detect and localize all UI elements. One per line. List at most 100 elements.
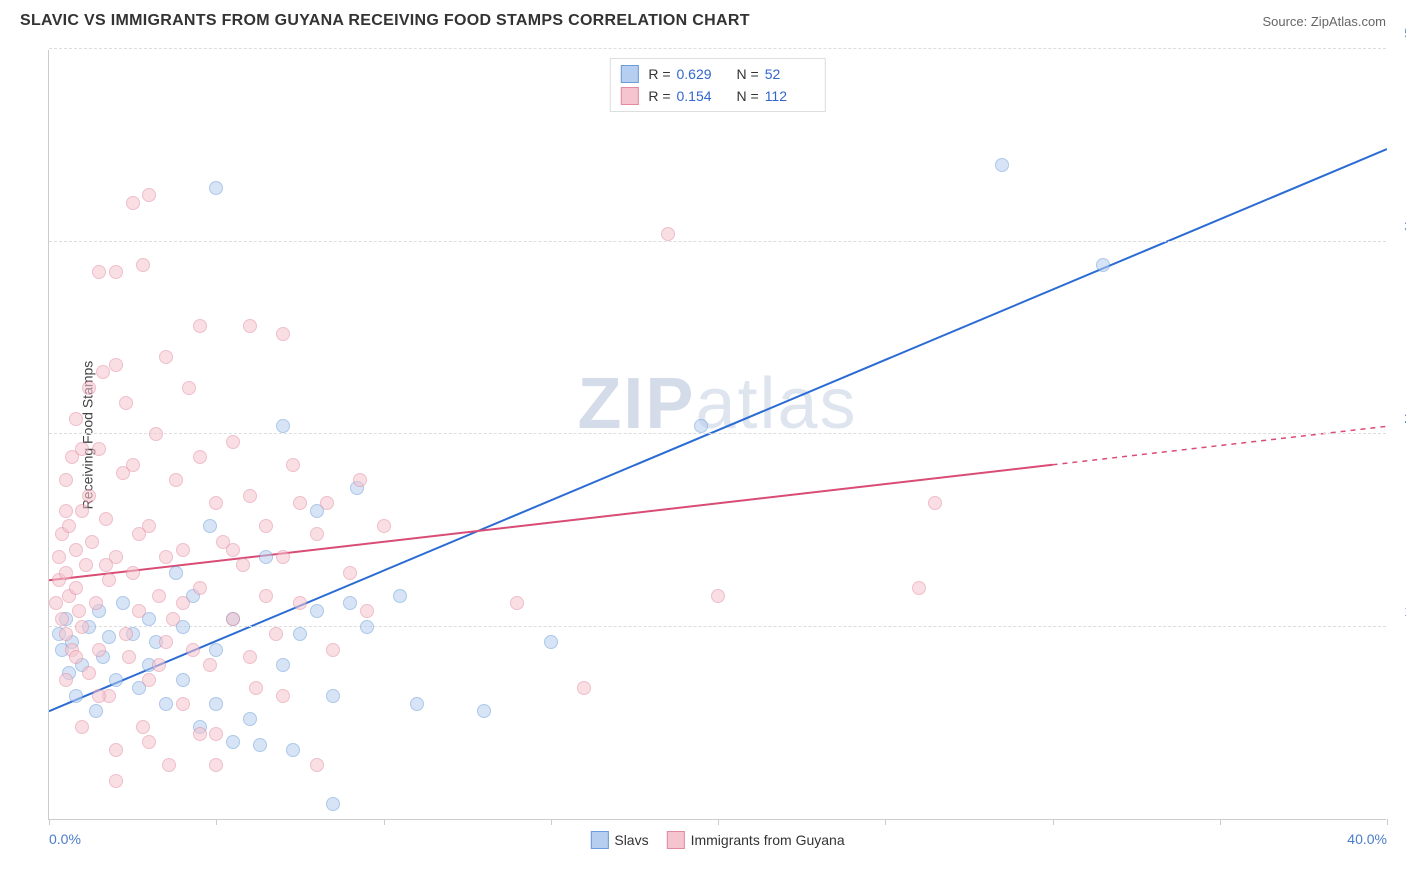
data-point xyxy=(243,650,257,664)
data-point xyxy=(259,550,273,564)
data-point xyxy=(82,489,96,503)
data-point xyxy=(132,527,146,541)
data-point xyxy=(326,689,340,703)
data-point xyxy=(55,612,69,626)
stat-n-value: 52 xyxy=(765,66,815,82)
data-point xyxy=(286,458,300,472)
data-point xyxy=(912,581,926,595)
stats-row: R = 0.154 N = 112 xyxy=(620,85,814,107)
stat-r-value: 0.629 xyxy=(677,66,727,82)
gridline xyxy=(49,241,1386,242)
data-point xyxy=(126,566,140,580)
data-point xyxy=(152,658,166,672)
data-point xyxy=(193,450,207,464)
stats-swatch-icon xyxy=(620,87,638,105)
data-point xyxy=(79,558,93,572)
data-point xyxy=(176,596,190,610)
chart-title: SLAVIC VS IMMIGRANTS FROM GUYANA RECEIVI… xyxy=(20,12,750,30)
x-tick xyxy=(1053,819,1054,825)
stat-n-label: N = xyxy=(737,88,759,104)
data-point xyxy=(193,727,207,741)
stats-swatch-icon xyxy=(620,65,638,83)
data-point xyxy=(410,697,424,711)
data-point xyxy=(69,650,83,664)
data-point xyxy=(310,758,324,772)
gridline xyxy=(49,626,1386,627)
data-point xyxy=(286,743,300,757)
data-point xyxy=(661,227,675,241)
data-point xyxy=(310,604,324,618)
data-point xyxy=(176,697,190,711)
data-point xyxy=(249,681,263,695)
data-point xyxy=(182,381,196,395)
data-point xyxy=(149,427,163,441)
stat-r-label: R = xyxy=(648,88,670,104)
data-point xyxy=(99,512,113,526)
legend-label: Slavs xyxy=(614,832,648,848)
data-point xyxy=(203,519,217,533)
data-point xyxy=(209,496,223,510)
data-point xyxy=(544,635,558,649)
gridline xyxy=(49,433,1386,434)
x-tick xyxy=(551,819,552,825)
data-point xyxy=(276,550,290,564)
data-point xyxy=(119,627,133,641)
data-point xyxy=(116,596,130,610)
data-point xyxy=(320,496,334,510)
data-point xyxy=(276,689,290,703)
x-tick xyxy=(718,819,719,825)
data-point xyxy=(209,727,223,741)
data-point xyxy=(169,566,183,580)
data-point xyxy=(377,519,391,533)
data-point xyxy=(166,612,180,626)
data-point xyxy=(694,419,708,433)
data-point xyxy=(236,558,250,572)
data-point xyxy=(226,435,240,449)
data-point xyxy=(353,473,367,487)
data-point xyxy=(69,581,83,595)
data-point xyxy=(159,697,173,711)
data-point xyxy=(152,589,166,603)
data-point xyxy=(326,797,340,811)
data-point xyxy=(92,265,106,279)
data-point xyxy=(176,543,190,557)
data-point xyxy=(243,712,257,726)
data-point xyxy=(162,758,176,772)
x-tick xyxy=(885,819,886,825)
data-point xyxy=(92,442,106,456)
gridline xyxy=(49,48,1386,49)
data-point xyxy=(82,381,96,395)
data-point xyxy=(293,496,307,510)
data-point xyxy=(259,519,273,533)
x-tick-label: 40.0% xyxy=(1347,831,1387,847)
chart-source: Source: ZipAtlas.com xyxy=(1262,14,1386,29)
data-point xyxy=(136,720,150,734)
stat-n-value: 112 xyxy=(765,88,815,104)
data-point xyxy=(243,489,257,503)
data-point xyxy=(122,650,136,664)
stat-n-label: N = xyxy=(737,66,759,82)
data-point xyxy=(69,689,83,703)
data-point xyxy=(82,666,96,680)
data-point xyxy=(169,473,183,487)
data-point xyxy=(126,458,140,472)
data-point xyxy=(1096,258,1110,272)
data-point xyxy=(52,550,66,564)
data-point xyxy=(69,412,83,426)
data-point xyxy=(326,643,340,657)
data-point xyxy=(159,550,173,564)
data-point xyxy=(293,596,307,610)
data-point xyxy=(59,627,73,641)
stat-r-label: R = xyxy=(648,66,670,82)
data-point xyxy=(59,504,73,518)
data-point xyxy=(69,543,83,557)
legend-item-slavs: Slavs xyxy=(590,831,648,849)
x-tick xyxy=(216,819,217,825)
data-point xyxy=(119,396,133,410)
data-point xyxy=(159,635,173,649)
data-point xyxy=(75,442,89,456)
data-point xyxy=(477,704,491,718)
data-point xyxy=(226,735,240,749)
data-point xyxy=(75,620,89,634)
data-point xyxy=(209,181,223,195)
